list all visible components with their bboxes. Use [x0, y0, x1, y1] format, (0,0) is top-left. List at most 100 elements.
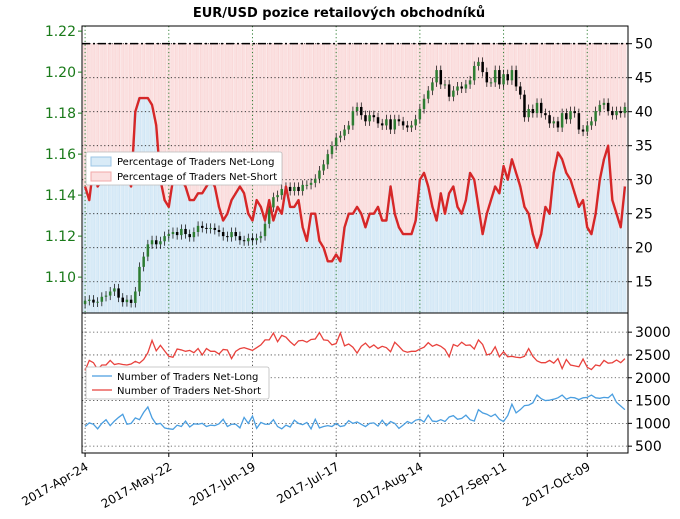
bottom-panel-frame: [81, 312, 629, 454]
candle-body: [539, 102, 543, 114]
net-short-bar: [509, 43, 514, 160]
net-short-bar: [430, 43, 434, 208]
x-axis-labels: 2017-Apr-24 2017-May-22 2017-Jun-19 2017-Ju…: [19, 453, 593, 511]
net-short-bar: [375, 43, 380, 208]
net-short-bar: [338, 43, 342, 262]
bottom-panel-grid: [82, 313, 628, 453]
right-percent-axis: 15 20 25 30 35 40 45 50: [628, 37, 653, 291]
net-long-bar: [359, 213, 363, 314]
net-long-bar: [346, 213, 351, 314]
candle-body: [351, 111, 355, 126]
net-short-bar: [363, 43, 367, 228]
candle-body: [443, 84, 447, 86]
right-tick-label: 30: [635, 173, 653, 189]
net-short-bar: [614, 43, 618, 214]
net-short-bar: [367, 43, 372, 214]
net-short-bar: [492, 43, 497, 187]
net-long-bar: [162, 199, 167, 314]
net-short-bar: [287, 43, 292, 208]
net-short-bar: [559, 43, 564, 160]
net-long-bar: [530, 233, 535, 314]
net-short-bar: [572, 43, 577, 194]
net-long-bar: [618, 227, 623, 314]
right-tick-label: 20: [635, 241, 653, 257]
net-short-bar: [518, 43, 522, 187]
net-long-bar: [304, 240, 309, 314]
net-long-bar: [99, 179, 104, 314]
net-short-bar: [446, 43, 451, 194]
net-long-bar: [488, 199, 493, 314]
net-long-bar: [200, 193, 204, 314]
candle-body: [171, 232, 175, 235]
candle-body: [456, 86, 459, 91]
net-short-bar: [137, 43, 141, 99]
net-long-bar: [158, 179, 162, 314]
net-long-bar: [463, 199, 468, 314]
net-long-bar: [338, 261, 342, 314]
net-long-bar: [559, 159, 564, 314]
candle-body: [414, 119, 417, 126]
candle-body: [305, 184, 309, 186]
candle-body: [397, 119, 401, 122]
left-tick-label: 1.22: [45, 24, 76, 40]
left-tick-label: 1.20: [45, 65, 76, 81]
net-long-bar: [522, 206, 526, 314]
candle-body: [493, 70, 497, 83]
net-short-bar: [425, 43, 430, 187]
candle-body: [401, 121, 405, 126]
candle-body: [473, 65, 476, 81]
candle-body: [389, 119, 392, 130]
candle-body: [309, 182, 313, 185]
net-short-bar: [484, 43, 489, 214]
right-tick-label: 25: [635, 207, 653, 223]
candle-body: [376, 117, 380, 124]
candle-body: [92, 299, 95, 303]
candle-body: [556, 121, 560, 128]
net-short-bar: [551, 43, 556, 174]
candle-body: [226, 236, 229, 238]
candle-body: [83, 300, 87, 304]
candle-body: [146, 244, 150, 257]
net-long-bar: [275, 206, 279, 314]
net-long-bar: [434, 220, 439, 314]
candle-body: [523, 94, 526, 118]
legend-label-net-long: Percentage of Traders Net-Long: [117, 157, 275, 168]
net-short-bar: [400, 43, 405, 235]
candle-body: [221, 232, 225, 237]
net-short-bar: [283, 43, 288, 187]
candle-body: [544, 113, 547, 116]
net-long-bar: [292, 206, 296, 314]
net-long-bar: [296, 199, 300, 314]
candle-body: [565, 113, 568, 120]
candle-body: [100, 296, 104, 302]
right-tick-label: 15: [635, 275, 653, 291]
net-short-bar: [262, 43, 267, 221]
net-long-bar: [283, 186, 288, 314]
candle-body: [548, 115, 551, 124]
net-long-bar: [145, 97, 150, 314]
net-short-bar: [480, 43, 485, 235]
net-short-bar: [246, 43, 250, 214]
candle-body: [142, 256, 145, 267]
candle-body: [318, 170, 321, 179]
candle-body: [209, 227, 212, 229]
net-short-bar: [145, 43, 150, 99]
net-short-bar: [622, 43, 627, 187]
net-long-bar: [321, 247, 326, 314]
net-long-bar: [271, 220, 275, 314]
candle-body: [313, 178, 317, 183]
net-long-bar: [225, 213, 229, 314]
candle-body: [343, 129, 346, 136]
net-long-bar: [258, 206, 263, 314]
candle-body: [460, 86, 463, 89]
net-long-bar: [430, 206, 434, 314]
candle-body: [477, 61, 480, 66]
net-long-bar: [513, 172, 518, 314]
candle-body: [611, 111, 614, 116]
candle-body: [498, 70, 501, 85]
net-short-bar: [488, 43, 493, 201]
net-short-bar: [543, 43, 547, 208]
left-tick-label: 1.14: [45, 188, 76, 204]
net-long-bar: [82, 186, 87, 314]
candle-body: [326, 154, 330, 165]
